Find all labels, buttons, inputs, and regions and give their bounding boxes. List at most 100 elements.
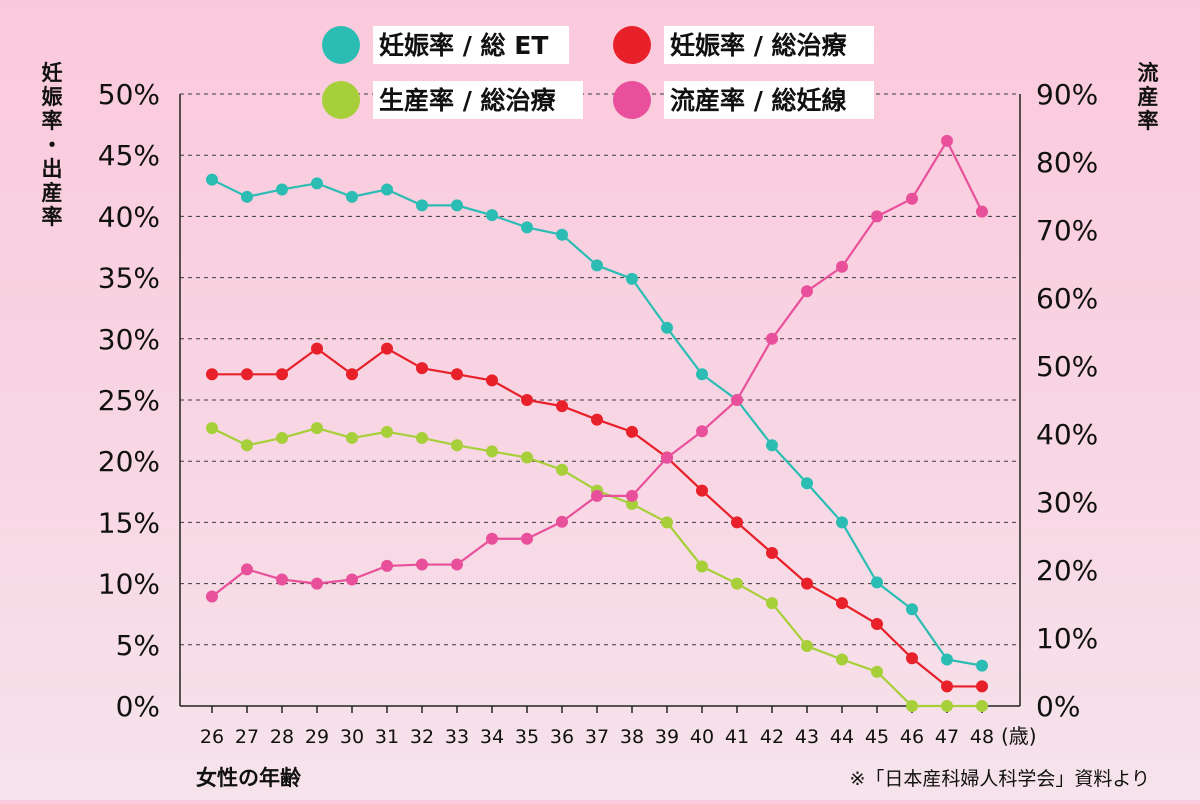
source-note: ※「日本産科婦人科学会」資料より xyxy=(849,768,1150,790)
pregnancy_et-point xyxy=(871,576,883,589)
pregnancy_et-point xyxy=(416,199,428,212)
pregnancy_et-point xyxy=(766,439,778,452)
legend-swatch-miscarriage xyxy=(613,81,651,119)
pregnancy_et-point xyxy=(486,209,498,222)
live_birth_treatment-point xyxy=(766,597,778,610)
y-right-tick-label: 60% xyxy=(1036,282,1098,315)
pregnancy_treatment-point xyxy=(591,413,603,426)
miscarriage-point xyxy=(941,134,953,147)
miscarriage-point xyxy=(241,563,253,576)
y-left-tick-label: 50% xyxy=(98,78,160,111)
legend-label-miscarriage: 流産率 / 総妊線 xyxy=(670,86,847,115)
pregnancy_et-point xyxy=(836,516,848,529)
pregnancy_et-point xyxy=(801,477,813,490)
x-tick-label: 39 xyxy=(655,726,679,748)
x-tick-label: 27 xyxy=(235,726,259,748)
pregnancy_treatment-point xyxy=(381,342,393,355)
miscarriage-point xyxy=(311,577,323,590)
live_birth_treatment-point xyxy=(696,560,708,573)
x-tick-label: 37 xyxy=(585,726,609,748)
live_birth_treatment-point xyxy=(416,431,428,444)
pregnancy_treatment-point xyxy=(556,400,568,413)
miscarriage-point xyxy=(696,425,708,438)
x-axis-unit: (歳) xyxy=(1001,724,1037,748)
y-right-tick-label: 20% xyxy=(1036,554,1098,587)
miscarriage-point xyxy=(836,260,848,273)
live_birth_treatment-point xyxy=(556,463,568,476)
x-tick-label: 46 xyxy=(900,726,924,748)
x-tick-label: 28 xyxy=(270,726,294,748)
miscarriage-point xyxy=(346,573,358,586)
pregnancy_et-point xyxy=(276,183,288,196)
x-tick-label: 40 xyxy=(690,726,714,748)
miscarriage-line xyxy=(211,138,983,598)
axes-layer xyxy=(179,94,1021,707)
live_birth_treatment-point xyxy=(906,700,918,712)
pregnancy_et-point xyxy=(241,190,253,203)
x-tick-label: 31 xyxy=(375,726,399,748)
y-left-tick-label: 35% xyxy=(98,262,160,295)
y-left-tick-label: 15% xyxy=(98,506,160,539)
pregnancy_treatment-point xyxy=(276,368,288,381)
y-right-tick-label: 0% xyxy=(1036,690,1080,723)
miscarriage-point xyxy=(731,394,743,406)
miscarriage-point xyxy=(871,210,883,223)
legend-label-pregnancy_treatment: 妊娠率 / 総治療 xyxy=(670,31,847,60)
y-right-tick-label: 70% xyxy=(1036,214,1098,247)
pregnancy_treatment-point xyxy=(906,652,918,665)
series-layer xyxy=(206,134,988,712)
y-right-tick-label: 40% xyxy=(1036,418,1098,451)
x-tick-label: 41 xyxy=(725,726,749,748)
x-tick-label: 42 xyxy=(760,726,784,748)
legend-swatch-live_birth_treatment xyxy=(322,81,360,119)
y-left-tick-label: 10% xyxy=(98,568,160,601)
legend-label-live_birth_treatment: 生産率 / 総治療 xyxy=(379,86,556,115)
miscarriage-point xyxy=(416,558,428,571)
pregnancy_treatment-point xyxy=(976,680,988,693)
pregnancy_et-point xyxy=(696,368,708,381)
ticks-layer: 0% 5% 10% 15% 20% 25% 30% 35% 40% 45% 50% 0% 10% 20% 3… xyxy=(98,78,1098,748)
live_birth_treatment-point xyxy=(731,577,743,590)
live_birth_treatment-point xyxy=(381,425,393,438)
x-tick-label: 48 xyxy=(970,726,994,748)
y-left-tick-label: 25% xyxy=(98,384,160,417)
pregnancy_treatment-point xyxy=(451,368,463,381)
y-left-tick-label: 20% xyxy=(98,445,160,478)
x-tick-label: 26 xyxy=(200,726,224,748)
pregnancy_et-point xyxy=(941,653,953,666)
live_birth_treatment-point xyxy=(521,451,533,464)
live_birth_treatment-point xyxy=(311,422,323,435)
miscarriage-point xyxy=(556,515,568,528)
y-left-tick-label: 30% xyxy=(98,323,160,356)
pregnancy_treatment-point xyxy=(871,617,883,630)
pregnancy_et-point xyxy=(381,183,393,196)
pregnancy_treatment-point xyxy=(486,374,498,387)
pregnancy_et-point xyxy=(206,173,218,186)
x-tick-label: 44 xyxy=(830,726,854,748)
x-tick-label: 38 xyxy=(620,726,644,748)
live_birth_treatment-point xyxy=(976,700,988,712)
y-left-tick-label: 45% xyxy=(98,139,160,172)
y-right-tick-label: 80% xyxy=(1036,146,1098,179)
pregnancy_et-point xyxy=(591,259,603,272)
pregnancy_treatment-point xyxy=(836,597,848,610)
grid-layer xyxy=(180,93,1020,646)
x-tick-label: 45 xyxy=(865,726,889,748)
pregnancy_treatment-point xyxy=(206,368,218,381)
x-tick-label: 33 xyxy=(445,726,469,748)
legend-label-bg xyxy=(373,81,583,119)
live_birth_treatment-point xyxy=(206,422,218,435)
pregnancy_treatment-point xyxy=(346,368,358,381)
live_birth_treatment-point xyxy=(241,439,253,452)
y-left-axis-label: 妊娠率・出産率 xyxy=(42,61,64,229)
pregnancy_treatment-point xyxy=(416,362,428,375)
live_birth_treatment-point xyxy=(801,640,813,653)
pregnancy_et-point xyxy=(626,272,638,285)
y-right-tick-label: 10% xyxy=(1036,622,1098,655)
legend-label-bg xyxy=(664,81,874,119)
legend-label-pregnancy_et: 妊娠率 / 総 ET xyxy=(379,31,548,60)
pregnancy_et-point xyxy=(906,603,918,616)
y-right-axis-label: 流産率 xyxy=(1138,61,1159,133)
y-left-tick-label: 0% xyxy=(116,690,160,723)
